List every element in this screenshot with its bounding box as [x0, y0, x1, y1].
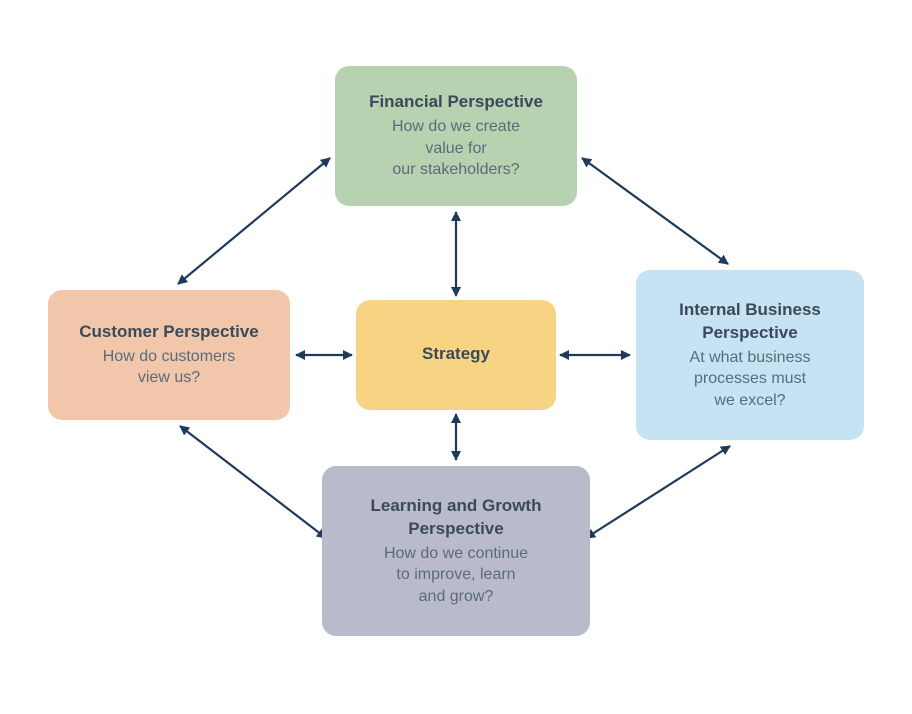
customer-sub: How do customers view us?	[103, 346, 236, 389]
learning-title: Learning and Growth Perspective	[371, 495, 542, 541]
financial-sub: How do we create value for our stakehold…	[392, 116, 520, 181]
learning-sub: How do we continue to improve, learn and…	[384, 543, 528, 608]
connector-arrow	[178, 158, 330, 284]
connector-arrow	[586, 446, 730, 538]
internal-sub: At what business processes must we excel…	[690, 347, 811, 412]
customer-perspective-node: Customer Perspective How do customers vi…	[48, 290, 290, 420]
customer-title: Customer Perspective	[79, 321, 259, 344]
connector-arrow	[582, 158, 728, 264]
connector-arrow	[180, 426, 326, 538]
financial-perspective-node: Financial Perspective How do we create v…	[335, 66, 577, 206]
strategy-title: Strategy	[422, 343, 490, 366]
learning-growth-perspective-node: Learning and Growth Perspective How do w…	[322, 466, 590, 636]
internal-business-perspective-node: Internal Business Perspective At what bu…	[636, 270, 864, 440]
financial-title: Financial Perspective	[369, 91, 543, 114]
strategy-node: Strategy	[356, 300, 556, 410]
internal-title: Internal Business Perspective	[679, 299, 821, 345]
